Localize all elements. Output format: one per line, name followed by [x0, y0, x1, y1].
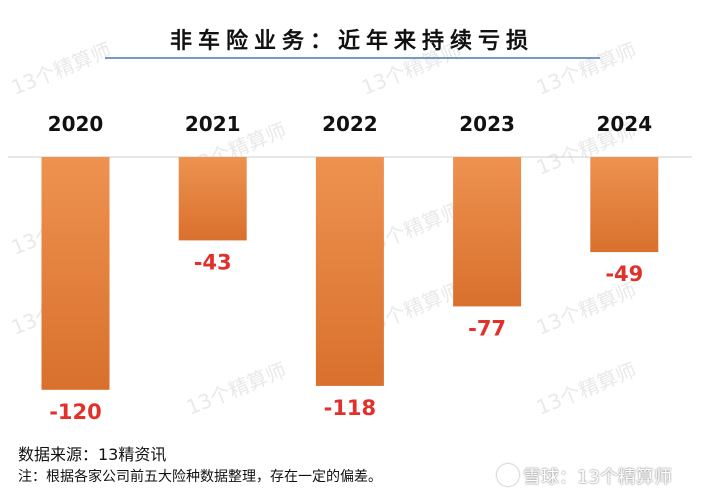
watermark-text: 13个精算师 [533, 38, 640, 100]
value-label-2021: -43 [194, 250, 232, 274]
bar-group [41, 157, 659, 390]
bar-2023 [453, 157, 522, 307]
category-label-2021: 2021 [185, 112, 241, 136]
source-text: 数据来源：13精资讯 [18, 445, 167, 464]
value-label-2020: -120 [49, 400, 102, 424]
category-label-2020: 2020 [48, 112, 104, 136]
note-text: 注：根据各家公司前五大险种数据整理，存在一定的偏差。 [18, 469, 382, 485]
watermark-text: 13个精算师 [533, 278, 640, 340]
value-label-2023: -77 [468, 316, 506, 340]
badge-text: 雪球：13个精算师 [523, 467, 672, 488]
category-labels: 2020 2021 2022 2023 2024 [48, 112, 652, 136]
snowball-logo-icon [497, 464, 519, 486]
bar-2022 [315, 157, 384, 386]
value-label-2022: -118 [324, 396, 377, 420]
bar-2021 [178, 157, 247, 241]
value-labels: -120 -43 -118 -77 -49 [49, 250, 643, 423]
watermark-text: 13个精算师 [8, 38, 115, 100]
watermark-text: 13个精算师 [183, 358, 290, 420]
snowball-badge[interactable]: 雪球：13个精算师 [497, 463, 672, 489]
category-label-2024: 2024 [596, 112, 652, 136]
bar-2024 [590, 157, 659, 253]
value-label-2024: -49 [605, 262, 643, 286]
chart-title: 非车险业务：近年来持续亏损 [170, 28, 534, 54]
category-label-2022: 2022 [322, 112, 378, 136]
category-label-2023: 2023 [459, 112, 515, 136]
bar-2020 [41, 157, 110, 390]
watermark-text: 13个精算师 [533, 358, 640, 420]
